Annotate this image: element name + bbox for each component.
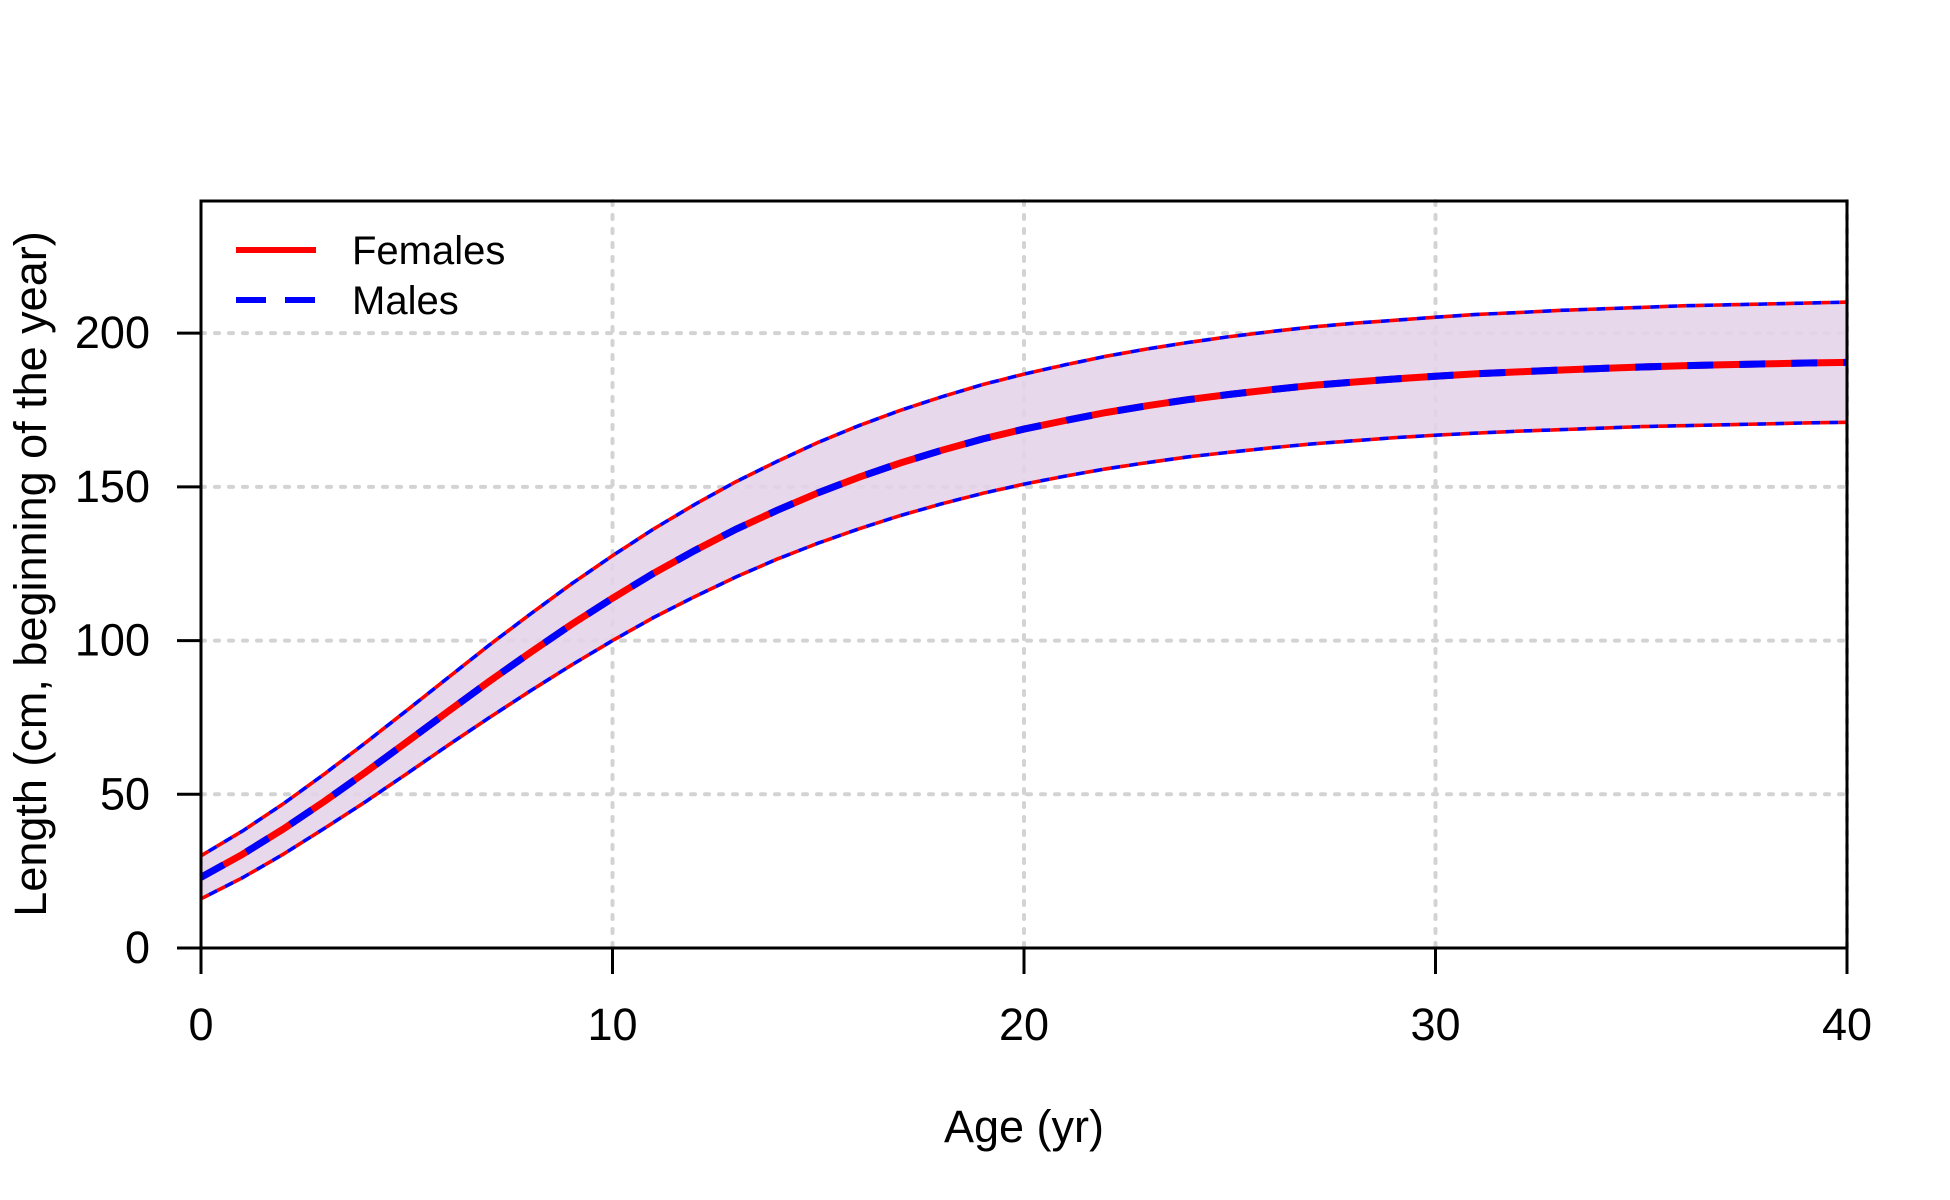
axis-ticks <box>177 331 1849 974</box>
males-curve <box>199 358 1848 881</box>
band-upper-edge-blue-dotted <box>200 300 1848 858</box>
confidence-band <box>201 302 1847 899</box>
y-axis-title: Length (cm, beginning of the year) <box>5 231 56 916</box>
x-tick-label: 0 <box>188 999 213 1050</box>
y-tick-label: 100 <box>75 615 150 666</box>
y-tick-label: 150 <box>75 461 150 512</box>
x-tick-label: 30 <box>1410 999 1460 1050</box>
x-axis-title: Age (yr) <box>944 1101 1104 1152</box>
legend-females-label: Females <box>352 229 505 273</box>
axis-tick-labels: 0 10 20 30 40 0 50 100 150 200 <box>75 307 1872 1050</box>
y-tick-label: 50 <box>100 768 150 819</box>
y-tick-label: 200 <box>75 307 150 358</box>
band-upper-edge-red-dotted <box>200 300 1848 858</box>
band-lower-edge-blue-dotted <box>200 420 1848 901</box>
x-tick-label: 40 <box>1822 999 1872 1050</box>
y-tick-label: 0 <box>125 922 150 973</box>
x-tick-label: 20 <box>999 999 1049 1050</box>
legend: Females Males <box>236 229 505 323</box>
legend-males-label: Males <box>352 279 459 323</box>
band-lower-edge-red-dotted <box>200 420 1848 901</box>
x-tick-label: 10 <box>587 999 637 1050</box>
